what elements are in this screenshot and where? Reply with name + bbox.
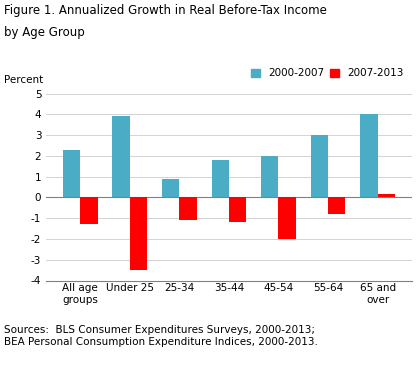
Bar	[229, 197, 246, 222]
Text: Percent: Percent	[4, 75, 43, 85]
Legend: 2000-2007, 2007-2013: 2000-2007, 2007-2013	[248, 65, 407, 81]
Bar	[162, 179, 179, 197]
Bar	[80, 197, 97, 224]
Bar	[328, 197, 345, 214]
Bar	[130, 197, 147, 270]
Bar	[179, 197, 197, 220]
Bar	[278, 197, 296, 239]
Bar	[311, 135, 328, 197]
Bar	[378, 194, 395, 197]
Bar	[212, 160, 229, 197]
Text: Sources:  BLS Consumer Expenditures Surveys, 2000-2013;
BEA Personal Consumption: Sources: BLS Consumer Expenditures Surve…	[4, 325, 318, 347]
Text: Figure 1. Annualized Growth in Real Before-Tax Income: Figure 1. Annualized Growth in Real Befo…	[4, 4, 327, 17]
Bar	[360, 114, 378, 197]
Text: by Age Group: by Age Group	[4, 26, 85, 39]
Bar	[113, 116, 130, 197]
Bar	[261, 156, 278, 197]
Bar	[63, 150, 80, 197]
